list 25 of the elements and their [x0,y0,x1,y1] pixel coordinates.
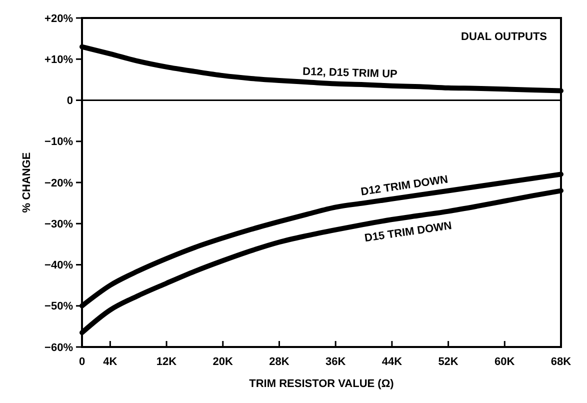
x-tick-label: 12K [156,356,177,368]
y-tick-label: +20% [44,12,74,25]
y-tick-label: −10% [44,136,74,148]
y-tick-label: −40% [44,260,74,272]
x-tick-label: 28K [269,356,290,368]
x-tick-label: 52K [438,356,458,368]
y-tick-label: −30% [44,218,74,230]
x-tick-label: 68K [550,356,572,368]
y-tick-label: 0 [66,95,73,108]
x-tick-label: 44K [382,356,402,368]
x-tick-label: 60K [494,356,515,368]
y-tick-label: −50% [44,300,74,313]
x-tick-label: 20K [212,356,234,368]
y-tick-label: −20% [44,177,74,190]
x-tick-label: 4K [103,356,118,368]
y-tick-label: −60% [44,342,74,354]
annotation: DUAL OUTPUTS [461,31,547,43]
y-tick-label: +10% [44,54,74,66]
x-tick-label: 0 [78,356,86,368]
series-label: D12, D15 TRIM UP [302,66,398,81]
text: D12 TRIM DOWN [360,174,449,198]
text: D15 TRIM DOWN [364,220,453,245]
x-tick-label: 36K [325,356,346,368]
y-axis-title: % CHANGE [21,152,33,213]
x-axis-title: TRIM RESISTOR VALUE (Ω) [249,378,394,390]
